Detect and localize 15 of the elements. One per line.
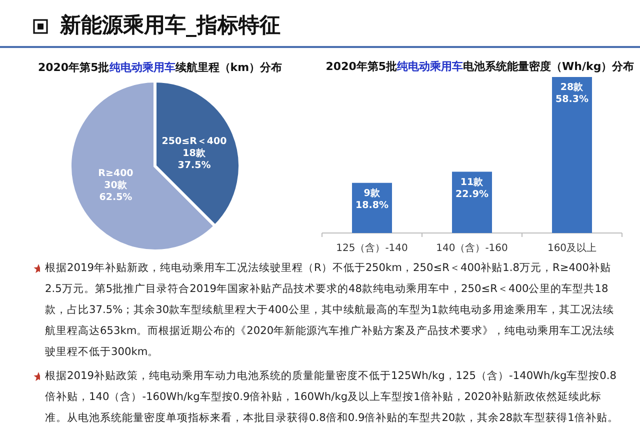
data-label: 11款 22.9% [456, 176, 488, 200]
x-tick-label: 125（含）-140 [336, 243, 408, 254]
chart-title: 2020年第5批纯电动乘用车续航里程（km）分布 [38, 61, 282, 74]
chart-title: 2020年第5批纯电动乘用车电池系统能量密度（Wh/kg）分布 [326, 60, 634, 73]
data-label: 28款 58.3% [556, 82, 588, 105]
text: 新能源乘用车_指标特征 [60, 13, 280, 37]
x-tick-label: 140（含）-160 [436, 243, 508, 254]
slice-label: 250≤R＜400 [162, 136, 227, 147]
slice-label: R≥400 [98, 168, 134, 180]
text: 根据2019年补贴新政，纯电动乘用车工况法续驶里程（R）不低于250km，250≤R＜400补贴1.8万元，R≥400补贴2.5万元。第5批推广目录符合2019年国家补贴产品技术要求的48款纯电动乘用车中，250≤R＜400公里的车型共18款，占比37.5%；其余30款车型续航里程大于400公里，其中续航最高的车型为1款纯电动多用途乘用车，其工况法续航里程高达653km。而根据近期公布的《2020年新能源汽车推广补贴方案及产品技术要求》，纯电动乘用车工况法续驶里程不低于300km。 [45, 262, 615, 358]
x-tick-label: 160及以上 [547, 243, 597, 254]
data-label: 30款 62.5% [99, 180, 132, 204]
data-label: 18款 37.5% [178, 148, 211, 171]
data-label: 9款 18.8% [356, 188, 388, 211]
text: 根据2019补贴政策，纯电动乘用车动力电池系统的质量能量密度不低于125Wh/kg，125（含）-140Wh/kg车型按0.8倍补贴，140（含）-160Wh/kg车型按0.9倍补贴，160Wh/kg及以上车型按1倍补贴，2020补贴新政依然延续此标准。从电池系统能量密度单项指标来看，本批目录获得0.8倍和0.9倍补贴的车型共20款，其余28款车型获得1倍补贴。 [45, 370, 618, 424]
